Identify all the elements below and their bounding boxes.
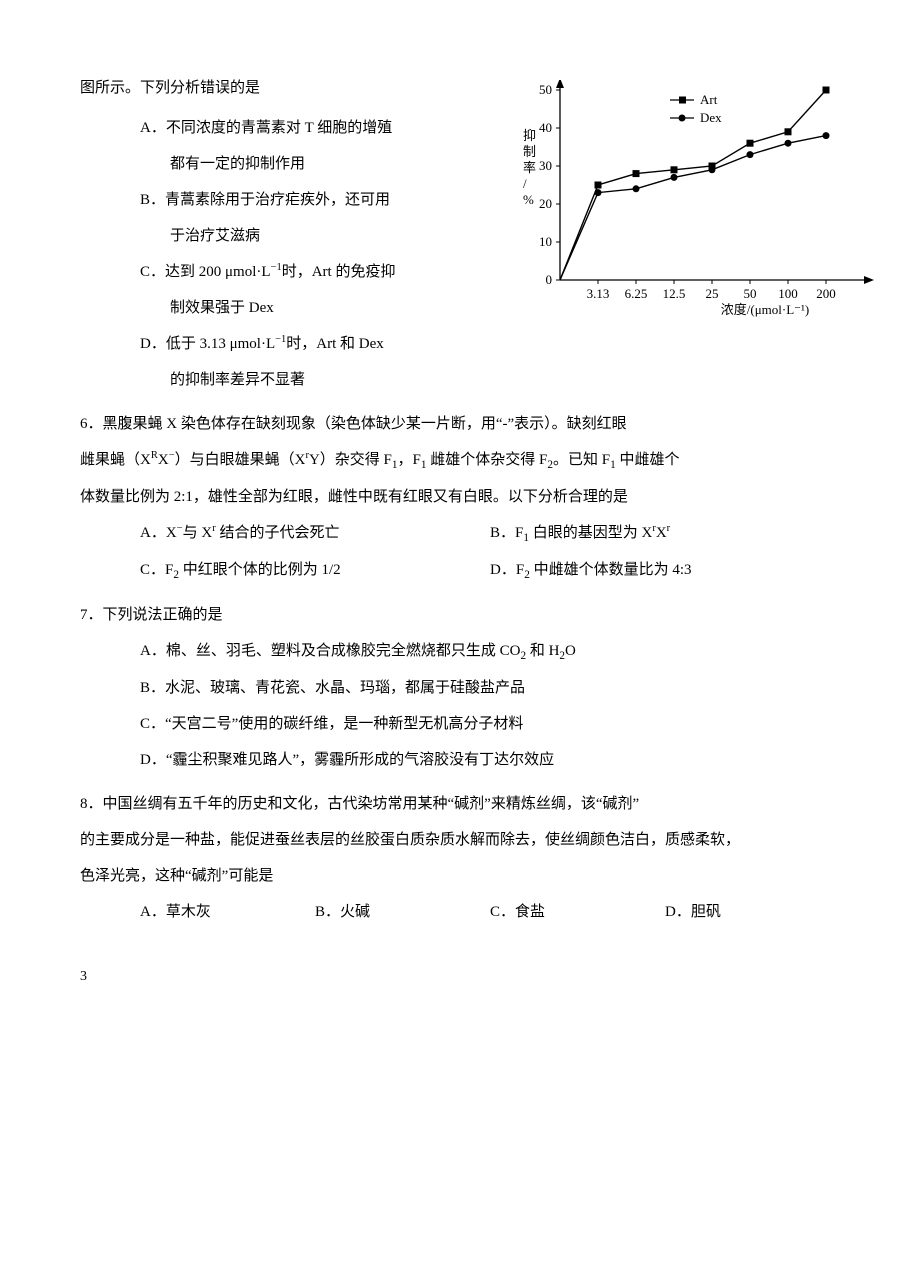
- inhibition-chart: 0 10 20 30 40 50 3.13 6.25 12.5 25 50 100 200 抑制率/% 浓度…: [510, 80, 890, 320]
- q7-option-d: D．“霾尘积聚难见路人”，雾霾所形成的气溶胶没有丁达尔效应: [140, 742, 840, 778]
- question-5-block: 图所示。下列分析错误的是 A．不同浓度的青蒿素对 T 细胞的增殖 都有一定的抑制…: [80, 70, 840, 398]
- q6-line2: 雌果蝇（XRX−）与白眼雄果蝇（XrY）杂交得 F1，F1 雌雄个体杂交得 F2…: [80, 442, 840, 479]
- svg-text:30: 30: [539, 158, 552, 173]
- svg-text:率: 率: [523, 160, 536, 175]
- question-7: 7．下列说法正确的是: [80, 597, 840, 633]
- q8-option-b: B．火碱: [315, 894, 490, 930]
- q6-option-a: A．X−与 Xr 结合的子代会死亡: [140, 515, 490, 552]
- q5-options: A．不同浓度的青蒿素对 T 细胞的增殖 都有一定的抑制作用 B．青蒿素除用于治疗…: [80, 110, 520, 398]
- svg-text:Art: Art: [700, 92, 718, 107]
- q8-line2: 的主要成分是一种盐，能促进蚕丝表层的丝胶蛋白质杂质水解而除去，使丝绸颜色洁白，质…: [80, 822, 840, 858]
- page-number: 3: [80, 960, 840, 994]
- svg-text:50: 50: [539, 82, 552, 97]
- q8-options: A．草木灰 B．火碱 C．食盐 D．胆矾: [80, 894, 840, 930]
- svg-text:20: 20: [539, 196, 552, 211]
- q7-option-a: A．棉、丝、羽毛、塑料及合成橡胶完全燃烧都只生成 CO2 和 H2O: [140, 633, 840, 670]
- q7-option-c: C．“天宫二号”使用的碳纤维，是一种新型无机高分子材料: [140, 706, 840, 742]
- q6-line3: 体数量比例为 2:1，雄性全部为红眼，雌性中既有红眼又有白眼。以下分析合理的是: [80, 479, 840, 515]
- chart-svg: 0 10 20 30 40 50 3.13 6.25 12.5 25 50 100 200 抑制率/% 浓度…: [510, 80, 890, 320]
- svg-text:Dex: Dex: [700, 110, 722, 125]
- q5-option-a: A．不同浓度的青蒿素对 T 细胞的增殖 都有一定的抑制作用: [140, 110, 520, 182]
- q6-option-b: B．F1 白眼的基因型为 XrXr: [490, 515, 840, 552]
- q7-options: A．棉、丝、羽毛、塑料及合成橡胶完全燃烧都只生成 CO2 和 H2O B．水泥、…: [80, 633, 840, 778]
- q8-line3: 色泽光亮，这种“碱剂”可能是: [80, 858, 840, 894]
- svg-text:制: 制: [523, 144, 536, 159]
- q5-option-c: C．达到 200 μmol·L−1时，Art 的免疫抑 制效果强于 Dex: [140, 254, 520, 326]
- q8-option-d: D．胆矾: [665, 894, 840, 930]
- svg-text:3.13: 3.13: [587, 286, 610, 301]
- svg-text:抑: 抑: [523, 128, 536, 143]
- svg-text:0: 0: [546, 272, 553, 287]
- svg-text:/: /: [523, 176, 527, 191]
- svg-text:12.5: 12.5: [663, 286, 686, 301]
- q5-option-b: B．青蒿素除用于治疗疟疾外，还可用 于治疗艾滋病: [140, 182, 520, 254]
- svg-text:10: 10: [539, 234, 552, 249]
- svg-text:6.25: 6.25: [625, 286, 648, 301]
- q6-option-d: D．F2 中雌雄个体数量比为 4:3: [490, 552, 840, 589]
- q5-option-d: D．低于 3.13 μmol·L−1时，Art 和 Dex 的抑制率差异不显著: [140, 326, 520, 398]
- svg-text:浓度/(μmol·L⁻¹): 浓度/(μmol·L⁻¹): [721, 302, 810, 317]
- q6-options: A．X−与 Xr 结合的子代会死亡 B．F1 白眼的基因型为 XrXr C．F2…: [80, 515, 840, 589]
- q8-option-c: C．食盐: [490, 894, 665, 930]
- svg-text:%: %: [523, 192, 534, 207]
- svg-text:40: 40: [539, 120, 552, 135]
- q6-option-c: C．F2 中红眼个体的比例为 1/2: [140, 552, 490, 589]
- svg-text:50: 50: [744, 286, 757, 301]
- q7-option-b: B．水泥、玻璃、青花瓷、水晶、玛瑙，都属于硅酸盐产品: [140, 670, 840, 706]
- svg-text:25: 25: [706, 286, 719, 301]
- q8-option-a: A．草木灰: [140, 894, 315, 930]
- svg-text:200: 200: [816, 286, 836, 301]
- question-6: 6．黑腹果蝇 X 染色体存在缺刻现象（染色体缺少某一片断，用“-”表示）。缺刻红…: [80, 406, 840, 442]
- svg-text:100: 100: [778, 286, 798, 301]
- question-8-line1: 8．中国丝绸有五千年的历史和文化，古代染坊常用某种“碱剂”来精炼丝绸，该“碱剂”: [80, 786, 840, 822]
